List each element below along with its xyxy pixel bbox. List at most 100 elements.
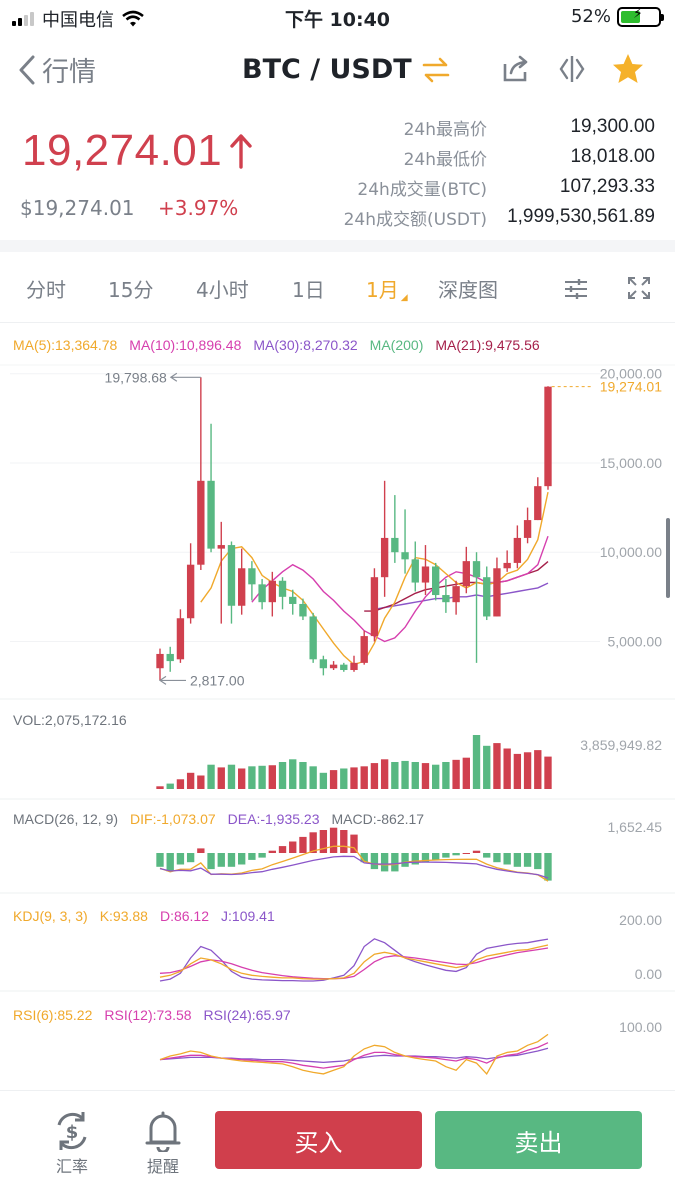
candle-body bbox=[309, 616, 317, 660]
volume-bar bbox=[472, 735, 481, 789]
volume-bar bbox=[442, 762, 450, 789]
back-button[interactable]: 行情 bbox=[18, 50, 96, 89]
candle-body bbox=[176, 618, 185, 660]
tab-4h[interactable]: 4小时 bbox=[196, 278, 249, 302]
wifi-icon bbox=[122, 10, 144, 27]
compare-button[interactable] bbox=[555, 52, 589, 86]
stat-label: 24h成交量(BTC) bbox=[357, 179, 487, 200]
stat-row: 24h成交额(USDT) 1,999,530,561.89 bbox=[295, 202, 655, 232]
tab-15m[interactable]: 15分 bbox=[108, 278, 154, 302]
sell-button[interactable]: 卖出 bbox=[435, 1111, 642, 1169]
arrow-up-icon bbox=[230, 134, 252, 169]
ma-legend-4: MA(21):9,475.56 bbox=[435, 337, 539, 353]
candle-body bbox=[350, 662, 358, 671]
volume-bar bbox=[350, 767, 358, 789]
candle-body bbox=[462, 561, 470, 587]
volume-bar bbox=[534, 750, 542, 789]
volume-bar bbox=[268, 765, 276, 789]
volume-bar bbox=[176, 779, 185, 789]
swap-icon bbox=[422, 57, 449, 82]
macd-histogram-bar bbox=[329, 827, 338, 853]
exchange-rate-label: 汇率 bbox=[55, 1157, 88, 1176]
macd-histogram-bar bbox=[156, 853, 164, 867]
volume-bar bbox=[452, 759, 460, 789]
macd-histogram-bar bbox=[544, 853, 552, 881]
candle-body bbox=[442, 595, 450, 603]
volume-bar bbox=[299, 762, 307, 789]
buy-button[interactable]: 买入 bbox=[215, 1111, 422, 1169]
chart-scrollbar bbox=[666, 518, 670, 598]
candle-body bbox=[493, 568, 501, 617]
candle-body bbox=[258, 584, 266, 603]
candle-body bbox=[278, 580, 287, 597]
ma-legend-1: MA(10):10,896.48 bbox=[129, 337, 241, 353]
volume-bar bbox=[432, 764, 440, 789]
alert-label: 提醒 bbox=[146, 1157, 179, 1176]
carrier-area: 中国电信 bbox=[12, 6, 144, 32]
interval-tabs: 分时 15分 4小时 1日 1月 ◢ 深度图 bbox=[0, 262, 675, 314]
usd-price: $19,274.01 bbox=[20, 196, 135, 220]
share-button[interactable] bbox=[499, 52, 533, 86]
kdj-legend-1: K:93.88 bbox=[100, 908, 148, 924]
candle-body bbox=[360, 636, 368, 663]
split-arrows-icon bbox=[559, 56, 585, 82]
volume-bar bbox=[523, 752, 532, 789]
volume-bar bbox=[258, 765, 266, 789]
candle-body bbox=[248, 568, 256, 585]
svg-text:$: $ bbox=[66, 1122, 79, 1143]
macd-histogram-bar bbox=[248, 853, 256, 860]
kdj-line-kdj_k bbox=[159, 944, 549, 980]
kdj-legend-3: J:109.41 bbox=[221, 908, 275, 924]
volume-bar bbox=[156, 786, 164, 789]
rsi-legend-1: RSI(12):73.58 bbox=[104, 1007, 191, 1023]
tab-depth[interactable]: 深度图 bbox=[438, 278, 498, 302]
exchange-rate-button[interactable]: $ 汇率 bbox=[42, 1109, 102, 1177]
candle-body bbox=[217, 545, 225, 549]
tab-1month-label: 1月 bbox=[366, 278, 399, 302]
candle-body bbox=[227, 545, 236, 606]
macd-histogram-bar bbox=[350, 834, 358, 853]
volume-bar bbox=[483, 745, 491, 789]
volume-bar bbox=[217, 767, 225, 789]
chevron-left-icon bbox=[19, 55, 35, 84]
pair-switcher[interactable]: BTC / USDT bbox=[242, 54, 450, 85]
indicator-settings-button[interactable] bbox=[561, 274, 591, 302]
macd-histogram-bar bbox=[523, 853, 532, 867]
volume-bar bbox=[462, 757, 470, 789]
price-axis-label-1: 15,000.00 bbox=[600, 455, 662, 471]
price-axis-label-3: 5,000.00 bbox=[608, 633, 663, 649]
caret-icon: ◢ bbox=[400, 293, 408, 303]
tab-1month[interactable]: 1月 ◢ bbox=[366, 274, 408, 303]
stat-value: 107,293.33 bbox=[559, 176, 655, 197]
battery-percent: 52% bbox=[570, 6, 611, 27]
kline-chart-area[interactable]: MA(5):13,364.78 MA(10):10,896.48 MA(30):8,… bbox=[0, 322, 675, 1082]
candle-body bbox=[289, 596, 297, 604]
fullscreen-button[interactable] bbox=[624, 274, 654, 302]
volume-bar bbox=[493, 743, 501, 789]
signal-icon bbox=[12, 12, 34, 26]
expand-icon bbox=[628, 277, 650, 299]
macd-histogram-bar bbox=[442, 853, 450, 858]
kline-chart[interactable]: MA(5):13,364.78 MA(10):10,896.48 MA(30):8,… bbox=[0, 323, 675, 1083]
macd-histogram-bar bbox=[493, 853, 501, 863]
candle-body bbox=[207, 480, 215, 549]
ma-legend-2: MA(30):8,270.32 bbox=[253, 337, 357, 353]
volume-bar bbox=[309, 766, 317, 789]
candle-body bbox=[299, 603, 307, 617]
high-marker-arrow bbox=[169, 372, 201, 382]
candle-body bbox=[401, 552, 409, 560]
favorite-button[interactable] bbox=[611, 52, 645, 86]
stat-row: 24h成交量(BTC) 107,293.33 bbox=[295, 172, 655, 202]
alert-button[interactable]: 提醒 bbox=[133, 1109, 193, 1177]
macd-histogram-bar bbox=[289, 841, 297, 853]
currency-exchange-icon: $ bbox=[57, 1112, 87, 1150]
volume-bar bbox=[380, 759, 389, 789]
volume-bar bbox=[197, 775, 205, 789]
tab-timeshare[interactable]: 分时 bbox=[26, 278, 66, 302]
kdj-legend-2: D:86.12 bbox=[160, 908, 209, 924]
star-icon bbox=[613, 54, 643, 83]
volume-bar bbox=[544, 756, 552, 789]
volume-bar bbox=[289, 759, 297, 789]
tab-1d[interactable]: 1日 bbox=[292, 278, 325, 302]
ma-legend-3: MA(200) bbox=[370, 337, 424, 353]
